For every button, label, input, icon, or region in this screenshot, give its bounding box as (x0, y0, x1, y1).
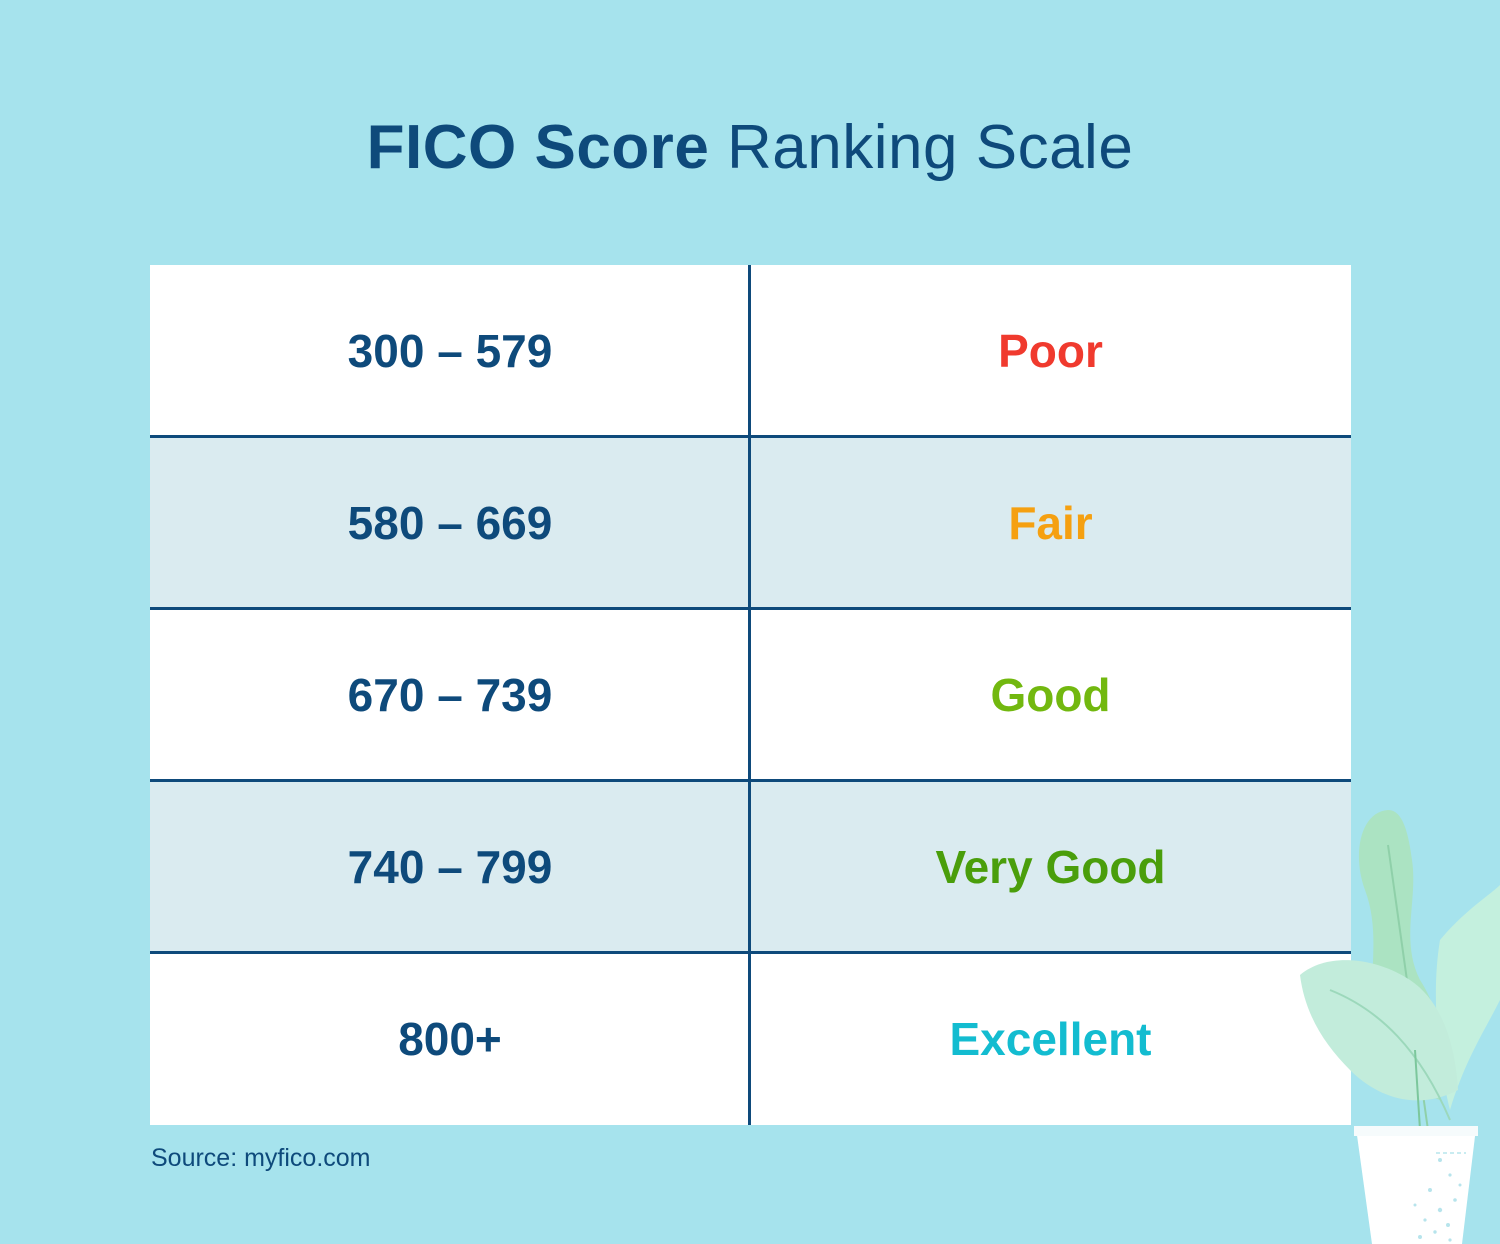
title-bold: FICO Score (366, 113, 710, 182)
table-row: 670 – 739 Good (150, 609, 1351, 781)
score-range: 800+ (398, 1013, 502, 1065)
score-rating: Fair (1008, 497, 1093, 549)
score-range: 670 – 739 (347, 669, 553, 721)
table-row: 800+ Excellent (150, 953, 1351, 1125)
score-rating: Very Good (935, 841, 1166, 893)
score-rating: Good (990, 669, 1111, 721)
score-rating: Excellent (949, 1013, 1152, 1065)
column-divider (748, 265, 751, 1125)
score-range: 300 – 579 (347, 325, 553, 377)
score-range: 580 – 669 (347, 497, 553, 549)
score-table: 300 – 579 Poor 580 – 669 Fair 670 – 739 … (150, 265, 1351, 1125)
score-rating: Poor (998, 325, 1103, 377)
table-row: 300 – 579 Poor (150, 265, 1351, 437)
page-title: FICO Score Ranking Scale (0, 112, 1500, 184)
score-range: 740 – 799 (347, 841, 553, 893)
title-regular: Ranking Scale (709, 113, 1134, 182)
source-note: Source: myfico.com (151, 1144, 371, 1172)
potted-plant-icon (1300, 810, 1500, 1244)
